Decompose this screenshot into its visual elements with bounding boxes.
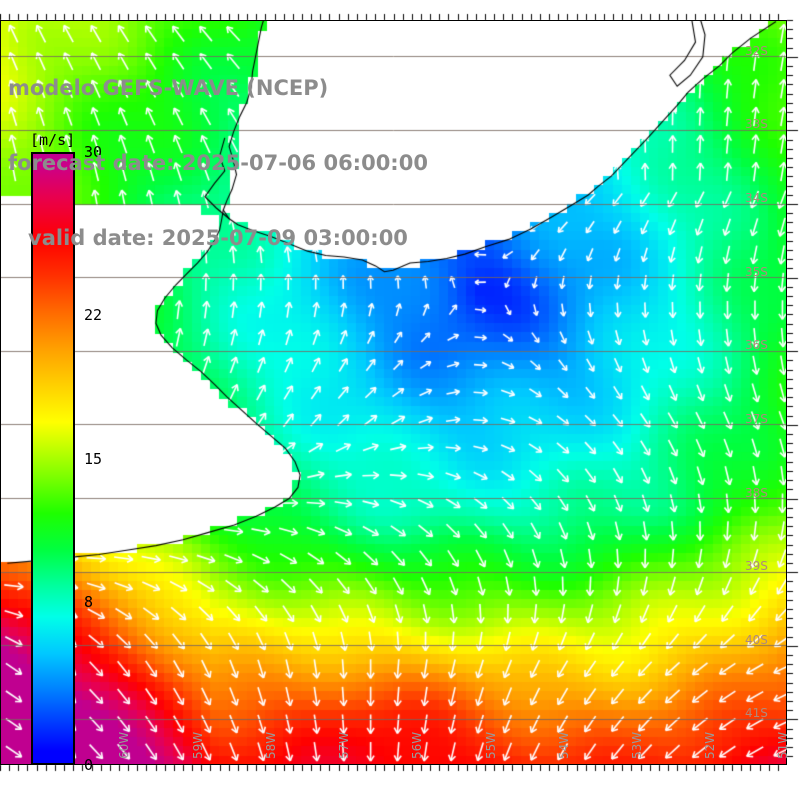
lon-label-55W: 55W	[483, 731, 498, 759]
lat-label-32S: 32S	[745, 43, 768, 58]
lat-label-41S: 41S	[745, 706, 768, 721]
lat-label-34S: 34S	[745, 191, 768, 206]
lat-label-36S: 36S	[745, 338, 768, 353]
colorbar-tick-15: 15	[84, 449, 103, 468]
lat-label-38S: 38S	[745, 485, 768, 500]
lat-label-37S: 37S	[745, 411, 768, 426]
lon-label-59W: 59W	[190, 731, 205, 759]
lon-label-56W: 56W	[410, 731, 425, 759]
lat-label-35S: 35S	[745, 264, 768, 279]
lon-label-52W: 52W	[703, 731, 718, 759]
colorbar-tick-8: 8	[84, 592, 94, 611]
title-valid-date: valid date: 2025-07-09 03:00:00	[28, 226, 408, 250]
title-forecast-date: forecast date: 2025-07-06 06:00:00	[8, 151, 428, 175]
lon-label-58W: 58W	[263, 731, 278, 759]
lon-label-57W: 57W	[337, 731, 352, 759]
title-model: modelo GEFS-WAVE (NCEP)	[8, 76, 329, 100]
lon-label-60W: 60W	[117, 731, 132, 759]
lat-label-40S: 40S	[745, 632, 768, 647]
title-block: modelo GEFS-WAVE (NCEP) forecast date: 2…	[8, 26, 428, 301]
colorbar-tick-0: 0	[84, 756, 94, 774]
lon-label-53W: 53W	[629, 731, 644, 759]
colorbar-tick-22: 22	[84, 306, 103, 325]
lon-label-54W: 54W	[556, 731, 571, 759]
lat-label-33S: 33S	[745, 117, 768, 132]
lat-label-39S: 39S	[745, 559, 768, 574]
lon-label-51W: 51W	[776, 731, 791, 759]
